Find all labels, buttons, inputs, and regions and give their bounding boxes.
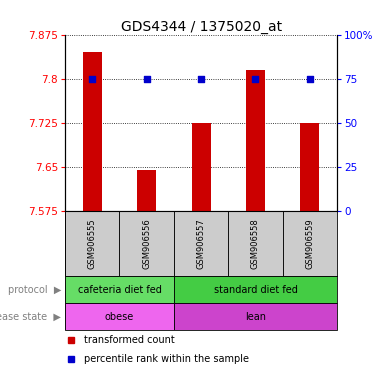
Bar	[65, 276, 174, 303]
Bar	[137, 170, 156, 211]
Text: GSM906559: GSM906559	[305, 218, 314, 269]
Text: percentile rank within the sample: percentile rank within the sample	[84, 354, 249, 364]
Bar	[283, 211, 337, 276]
Text: lean: lean	[245, 312, 266, 322]
Point	[89, 76, 95, 82]
Bar	[65, 303, 174, 330]
Bar	[65, 211, 119, 276]
Text: cafeteria diet fed: cafeteria diet fed	[78, 285, 161, 295]
Text: transformed count: transformed count	[84, 335, 175, 345]
Title: GDS4344 / 1375020_at: GDS4344 / 1375020_at	[121, 20, 282, 33]
Bar	[174, 211, 228, 276]
Text: obese: obese	[105, 312, 134, 322]
Bar	[228, 211, 283, 276]
Text: standard diet fed: standard diet fed	[214, 285, 297, 295]
Bar	[83, 52, 102, 211]
Text: GSM906558: GSM906558	[251, 218, 260, 269]
Bar	[119, 211, 174, 276]
Bar	[174, 276, 337, 303]
Text: disease state  ▶: disease state ▶	[0, 312, 61, 322]
Point	[198, 76, 204, 82]
Bar	[246, 70, 265, 211]
Bar	[174, 303, 337, 330]
Point	[307, 76, 313, 82]
Point	[252, 76, 259, 82]
Text: GSM906557: GSM906557	[196, 218, 206, 269]
Text: GSM906556: GSM906556	[142, 218, 151, 269]
Bar	[192, 123, 211, 211]
Text: protocol  ▶: protocol ▶	[8, 285, 61, 295]
Bar	[300, 123, 319, 211]
Point	[144, 76, 150, 82]
Text: GSM906555: GSM906555	[88, 218, 97, 269]
